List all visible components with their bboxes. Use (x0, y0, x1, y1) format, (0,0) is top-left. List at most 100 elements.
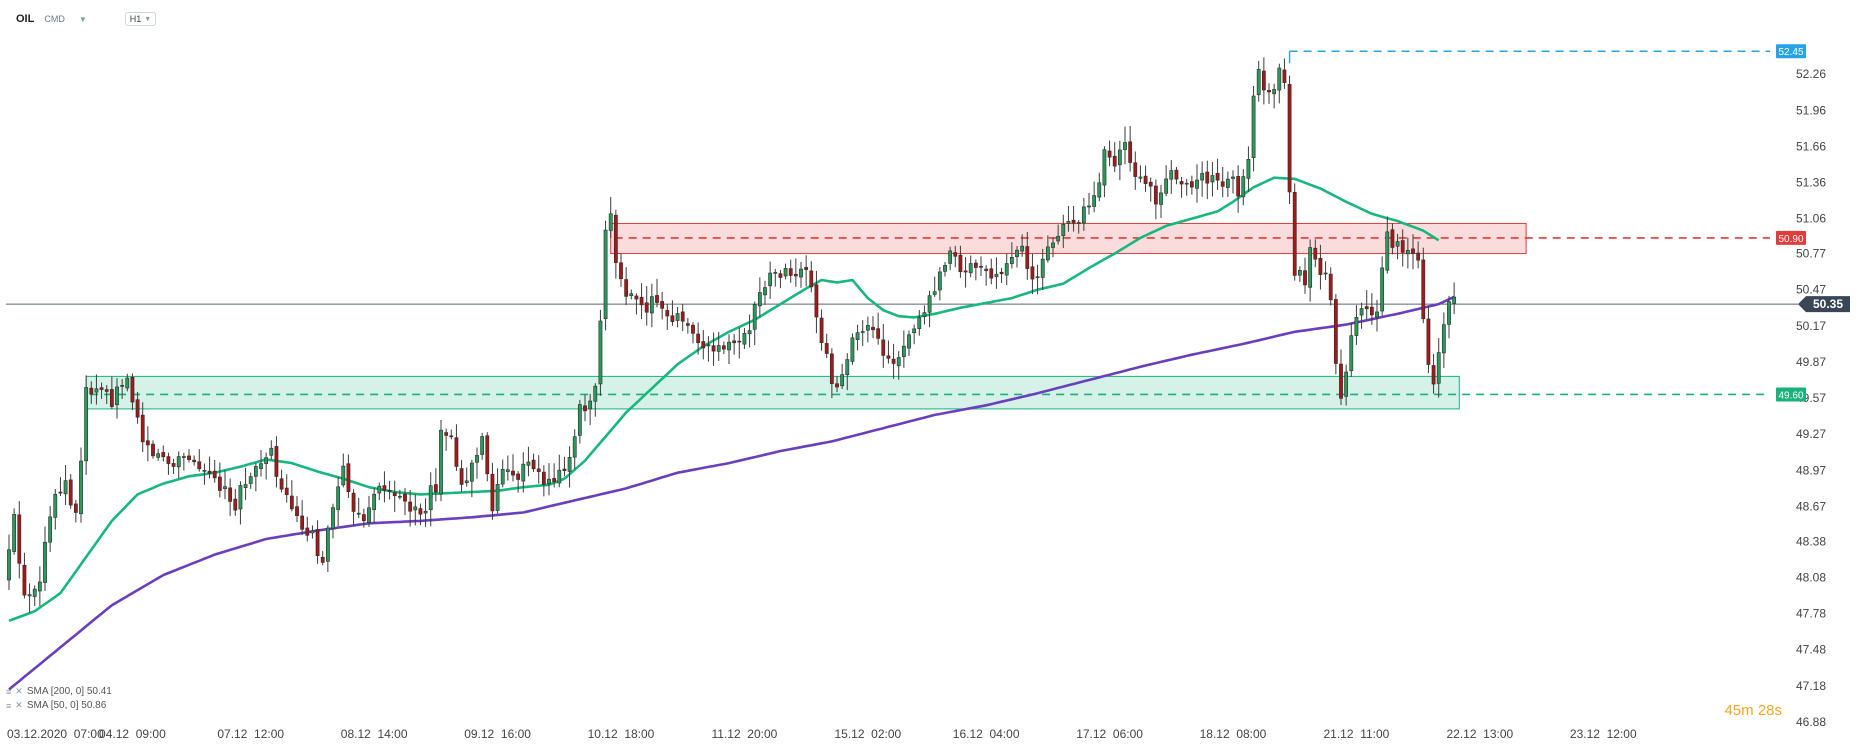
candle-body (171, 463, 176, 467)
candle (1236, 165, 1241, 213)
candle (1333, 294, 1338, 375)
candle-body (994, 273, 999, 278)
candle-body (963, 270, 968, 273)
candle (1225, 171, 1230, 197)
candle-body (1246, 159, 1251, 179)
candle-body (845, 359, 850, 376)
candle-body (1411, 248, 1415, 254)
candle (680, 304, 685, 332)
candle (994, 257, 999, 289)
candle-body (552, 478, 557, 483)
candle (48, 506, 53, 552)
list-icon[interactable]: ≡ (6, 700, 12, 711)
candle (1107, 140, 1112, 167)
candle (27, 583, 32, 613)
candle-body (1339, 363, 1343, 399)
candle (392, 480, 397, 513)
candle (1303, 257, 1307, 294)
close-icon[interactable]: ✕ (15, 700, 23, 710)
candle-body (1117, 149, 1122, 166)
timeframe-select[interactable]: H1 ▼ (124, 12, 157, 26)
sma200-line (8, 295, 1455, 691)
list-icon[interactable]: ≡ (6, 686, 12, 697)
candle (1138, 165, 1143, 183)
candle (989, 258, 994, 285)
candle (1030, 253, 1035, 295)
candle-body (1421, 259, 1426, 320)
chevron-down-icon[interactable]: ▼ (78, 14, 87, 24)
candle (1395, 233, 1400, 260)
candle-body (274, 446, 279, 477)
candle (22, 552, 27, 599)
close-icon[interactable]: ✕ (15, 686, 23, 696)
candle (1436, 338, 1441, 398)
candle (1159, 185, 1163, 218)
candle (145, 426, 150, 462)
candle (696, 322, 701, 355)
candle-body (1159, 192, 1163, 205)
candle-body (418, 508, 423, 515)
candle-body (799, 268, 803, 278)
candle (1184, 178, 1189, 196)
candle (562, 456, 567, 477)
candle (403, 488, 407, 516)
candle (706, 336, 711, 362)
candle (109, 376, 114, 410)
candle (331, 503, 335, 539)
candle (351, 489, 356, 526)
candle-body (1148, 181, 1153, 187)
candle (747, 314, 752, 348)
candle (547, 463, 551, 496)
symbol-label[interactable]: OIL (16, 13, 35, 25)
candle-body (1303, 270, 1307, 286)
candle-body (989, 268, 994, 279)
candle (819, 309, 824, 351)
candle-body (860, 331, 865, 333)
candle (603, 220, 608, 331)
candle-body (634, 295, 639, 300)
support-tag (1776, 387, 1806, 402)
legend-sma200[interactable]: ≡ ✕ SMA [200, 0] 50.41 (6, 686, 112, 697)
candle (279, 469, 284, 493)
candle-body (331, 507, 335, 529)
candle-body (130, 376, 135, 403)
candle-body (156, 453, 161, 458)
candle-body (151, 443, 155, 457)
candle (1087, 192, 1091, 215)
candle-body (1251, 95, 1256, 159)
candle-body (490, 473, 495, 512)
candle-body (181, 456, 186, 458)
candle-body (737, 340, 742, 343)
candle (701, 330, 706, 360)
candle (1102, 146, 1107, 198)
candle (778, 270, 783, 289)
candle (289, 480, 294, 512)
legend-sma50[interactable]: ≡ ✕ SMA [50, 0] 50.86 (6, 700, 106, 711)
candle (1287, 75, 1292, 204)
candle-body (891, 358, 896, 364)
candle (732, 333, 737, 355)
candle (1261, 57, 1266, 105)
candle (104, 385, 109, 405)
candle-body (809, 270, 814, 288)
candle-body (829, 353, 834, 384)
candle (233, 488, 238, 516)
candle (999, 267, 1004, 283)
candle-body (346, 463, 351, 492)
candle (217, 462, 222, 498)
candle-body (58, 491, 63, 494)
candle-body (372, 493, 377, 510)
candle-body (948, 250, 953, 264)
candle (1441, 312, 1446, 368)
candle-body (932, 291, 937, 295)
candle-body (1220, 181, 1225, 187)
candle (1200, 161, 1205, 197)
candle-body (1025, 246, 1030, 269)
candle-body (958, 254, 963, 273)
candle-body (511, 470, 515, 476)
candle-body (768, 272, 773, 287)
candle-body (1375, 311, 1379, 318)
candle-body (341, 465, 346, 486)
